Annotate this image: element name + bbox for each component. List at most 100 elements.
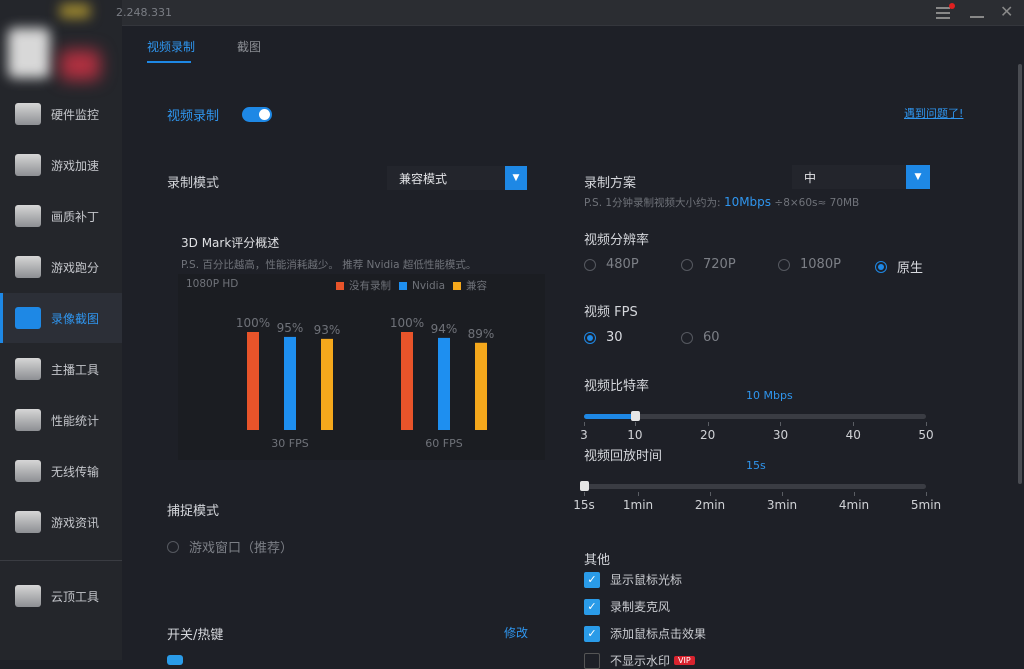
scheme-note: P.S. 1分钟录制视频大小约为: 10Mbps ÷8×60s≈ 70MB [584, 195, 859, 210]
scrollbar[interactable] [1018, 64, 1022, 484]
bar-value-label: 89% [468, 327, 495, 341]
version-text: 2.248.331 [116, 6, 172, 19]
bar [438, 337, 450, 430]
replay-label: 视频回放时间 [584, 449, 663, 464]
sidebar-item-0[interactable]: 硬件监控 [0, 89, 122, 139]
sidebar-item-4[interactable]: 录像截图 [0, 293, 122, 343]
legend-swatch [453, 281, 462, 290]
chart-panel: 1080P HD 没有录制 Nvidia 兼容 100% 95% 93% 30 FPS 10… [178, 274, 545, 460]
legend-item: 没有录制 [336, 278, 391, 293]
resolution-radio-2[interactable]: 1080P [778, 257, 841, 272]
radio-circle [167, 540, 179, 553]
bitrate-label: 视频比特率 [584, 379, 650, 394]
radio-label: 480P [606, 257, 639, 272]
resolution-radio-1[interactable]: 720P [681, 257, 736, 272]
other-checkbox-1[interactable]: ✓ 录制麦克风 [584, 598, 670, 615]
avatar[interactable] [8, 28, 50, 78]
tick-mark [926, 492, 927, 496]
category-label: 60 FPS [425, 437, 462, 450]
tick-mark [710, 492, 711, 496]
tick-mark [854, 492, 855, 496]
legend-swatch [399, 281, 407, 290]
sidebar-item-label: 硬件监控 [51, 107, 100, 122]
radio-circle [681, 331, 693, 344]
checkbox-label: 录制麦克风 [610, 600, 671, 614]
slider-track[interactable] [584, 484, 926, 489]
fps-radio-0[interactable]: 30 [584, 330, 623, 345]
tick-mark [584, 422, 585, 426]
sidebar-item-2[interactable]: 画质补丁 [0, 191, 122, 241]
sidebar-item-6[interactable]: 性能统计 [0, 395, 122, 445]
sidebar-item-1[interactable]: 游戏加速 [0, 140, 122, 190]
other-checkbox-0[interactable]: ✓ 显示鼠标光标 [584, 571, 682, 588]
radio-label: 1080P [800, 257, 841, 272]
record-mode-label: 录制模式 [167, 176, 220, 191]
capture-option-label: 游戏窗口（推荐） [189, 541, 294, 556]
sidebar-item-3[interactable]: 游戏跑分 [0, 242, 122, 292]
other-checkbox-2[interactable]: ✓ 添加鼠标点击效果 [584, 625, 706, 642]
hotkey-checkbox[interactable] [167, 655, 183, 665]
record-mode-select[interactable]: 兼容模式 ▼ [387, 166, 527, 190]
checkbox[interactable]: ✓ [584, 571, 600, 588]
checkbox[interactable]: ✓ [584, 625, 600, 642]
radio-circle [778, 258, 790, 271]
app-logo [60, 4, 90, 18]
slider-fill [584, 414, 635, 419]
title-bar [0, 0, 1024, 26]
slider-track[interactable] [584, 414, 926, 419]
video-camera-icon [15, 307, 41, 329]
note-prefix: P.S. 1分钟录制视频大小约为: [584, 197, 721, 209]
checkbox[interactable]: ✓ [584, 598, 600, 615]
tick-label: 30 [772, 428, 789, 442]
slider-handle[interactable] [630, 411, 640, 421]
video-record-label: 视频录制 [167, 109, 220, 124]
legend-item: 兼容 [453, 278, 487, 293]
minimize-icon[interactable] [970, 16, 984, 18]
bar [247, 332, 259, 430]
tick-label: 20 [700, 428, 716, 442]
close-icon[interactable]: ✕ [1000, 2, 1014, 21]
chart-legend: 没有录制 Nvidia 兼容 [336, 278, 487, 293]
menu-icon[interactable] [936, 3, 955, 19]
tick-mark [638, 492, 639, 496]
bar-value-label: 100% [390, 316, 424, 330]
radio-circle [875, 260, 887, 273]
resolution-radio-3[interactable]: 原生 [875, 257, 923, 276]
news-icon [15, 511, 41, 533]
checkbox-label: 不显示水印 [610, 654, 671, 668]
other-checkbox-3[interactable]: 不显示水印 VIP [584, 652, 695, 669]
help-link[interactable]: 遇到问题了! [904, 107, 964, 120]
sidebar-item-label: 游戏资讯 [51, 515, 100, 530]
sidebar-item-8[interactable]: 游戏资讯 [0, 497, 122, 547]
video-record-toggle[interactable] [242, 107, 272, 122]
radio-label: 720P [703, 257, 736, 272]
tick-mark [707, 422, 709, 426]
sidebar-item-7[interactable]: 无线传输 [0, 446, 122, 496]
sidebar-item-label: 无线传输 [51, 464, 100, 479]
sidebar-item-label: 画质补丁 [51, 209, 100, 224]
sidebar-item-tft-tools[interactable]: 云顶工具 [0, 571, 122, 621]
resolution-radio-0[interactable]: 480P [584, 257, 639, 272]
fps-radio-1[interactable]: 60 [681, 330, 720, 345]
slider-handle[interactable] [580, 481, 589, 491]
hotkey-edit-link[interactable]: 修改 [504, 626, 529, 640]
replay-value: 15s [746, 459, 766, 472]
tab-video-record[interactable]: 视频录制 [147, 40, 196, 54]
chevron-down-icon: ▼ [906, 165, 930, 189]
tick-label: 1min [622, 498, 654, 512]
bar-value-label: 94% [431, 322, 458, 336]
capture-game-window-radio[interactable]: 游戏窗口（推荐） [167, 537, 293, 556]
tab-underline [147, 61, 191, 63]
tab-screenshot[interactable]: 截图 [237, 40, 262, 54]
chart-subtitle: 1080P HD [186, 278, 239, 290]
tick-label: 2min [694, 498, 726, 512]
hotkey-label: 开关/热键 [167, 628, 224, 643]
note-suffix: ÷8×60s≈ 70MB [774, 197, 860, 209]
checkbox[interactable] [584, 652, 600, 669]
hardware-monitor-icon [15, 103, 41, 125]
bar-value-label: 100% [236, 316, 270, 330]
sidebar-item-5[interactable]: 主播工具 [0, 344, 122, 394]
record-scheme-select[interactable]: 中 ▼ [792, 165, 930, 189]
chart-note: P.S. 百分比越高，性能消耗越少。 推荐 Nvidia 超低性能模式。 [181, 259, 477, 271]
record-scheme-value: 中 [804, 170, 817, 185]
